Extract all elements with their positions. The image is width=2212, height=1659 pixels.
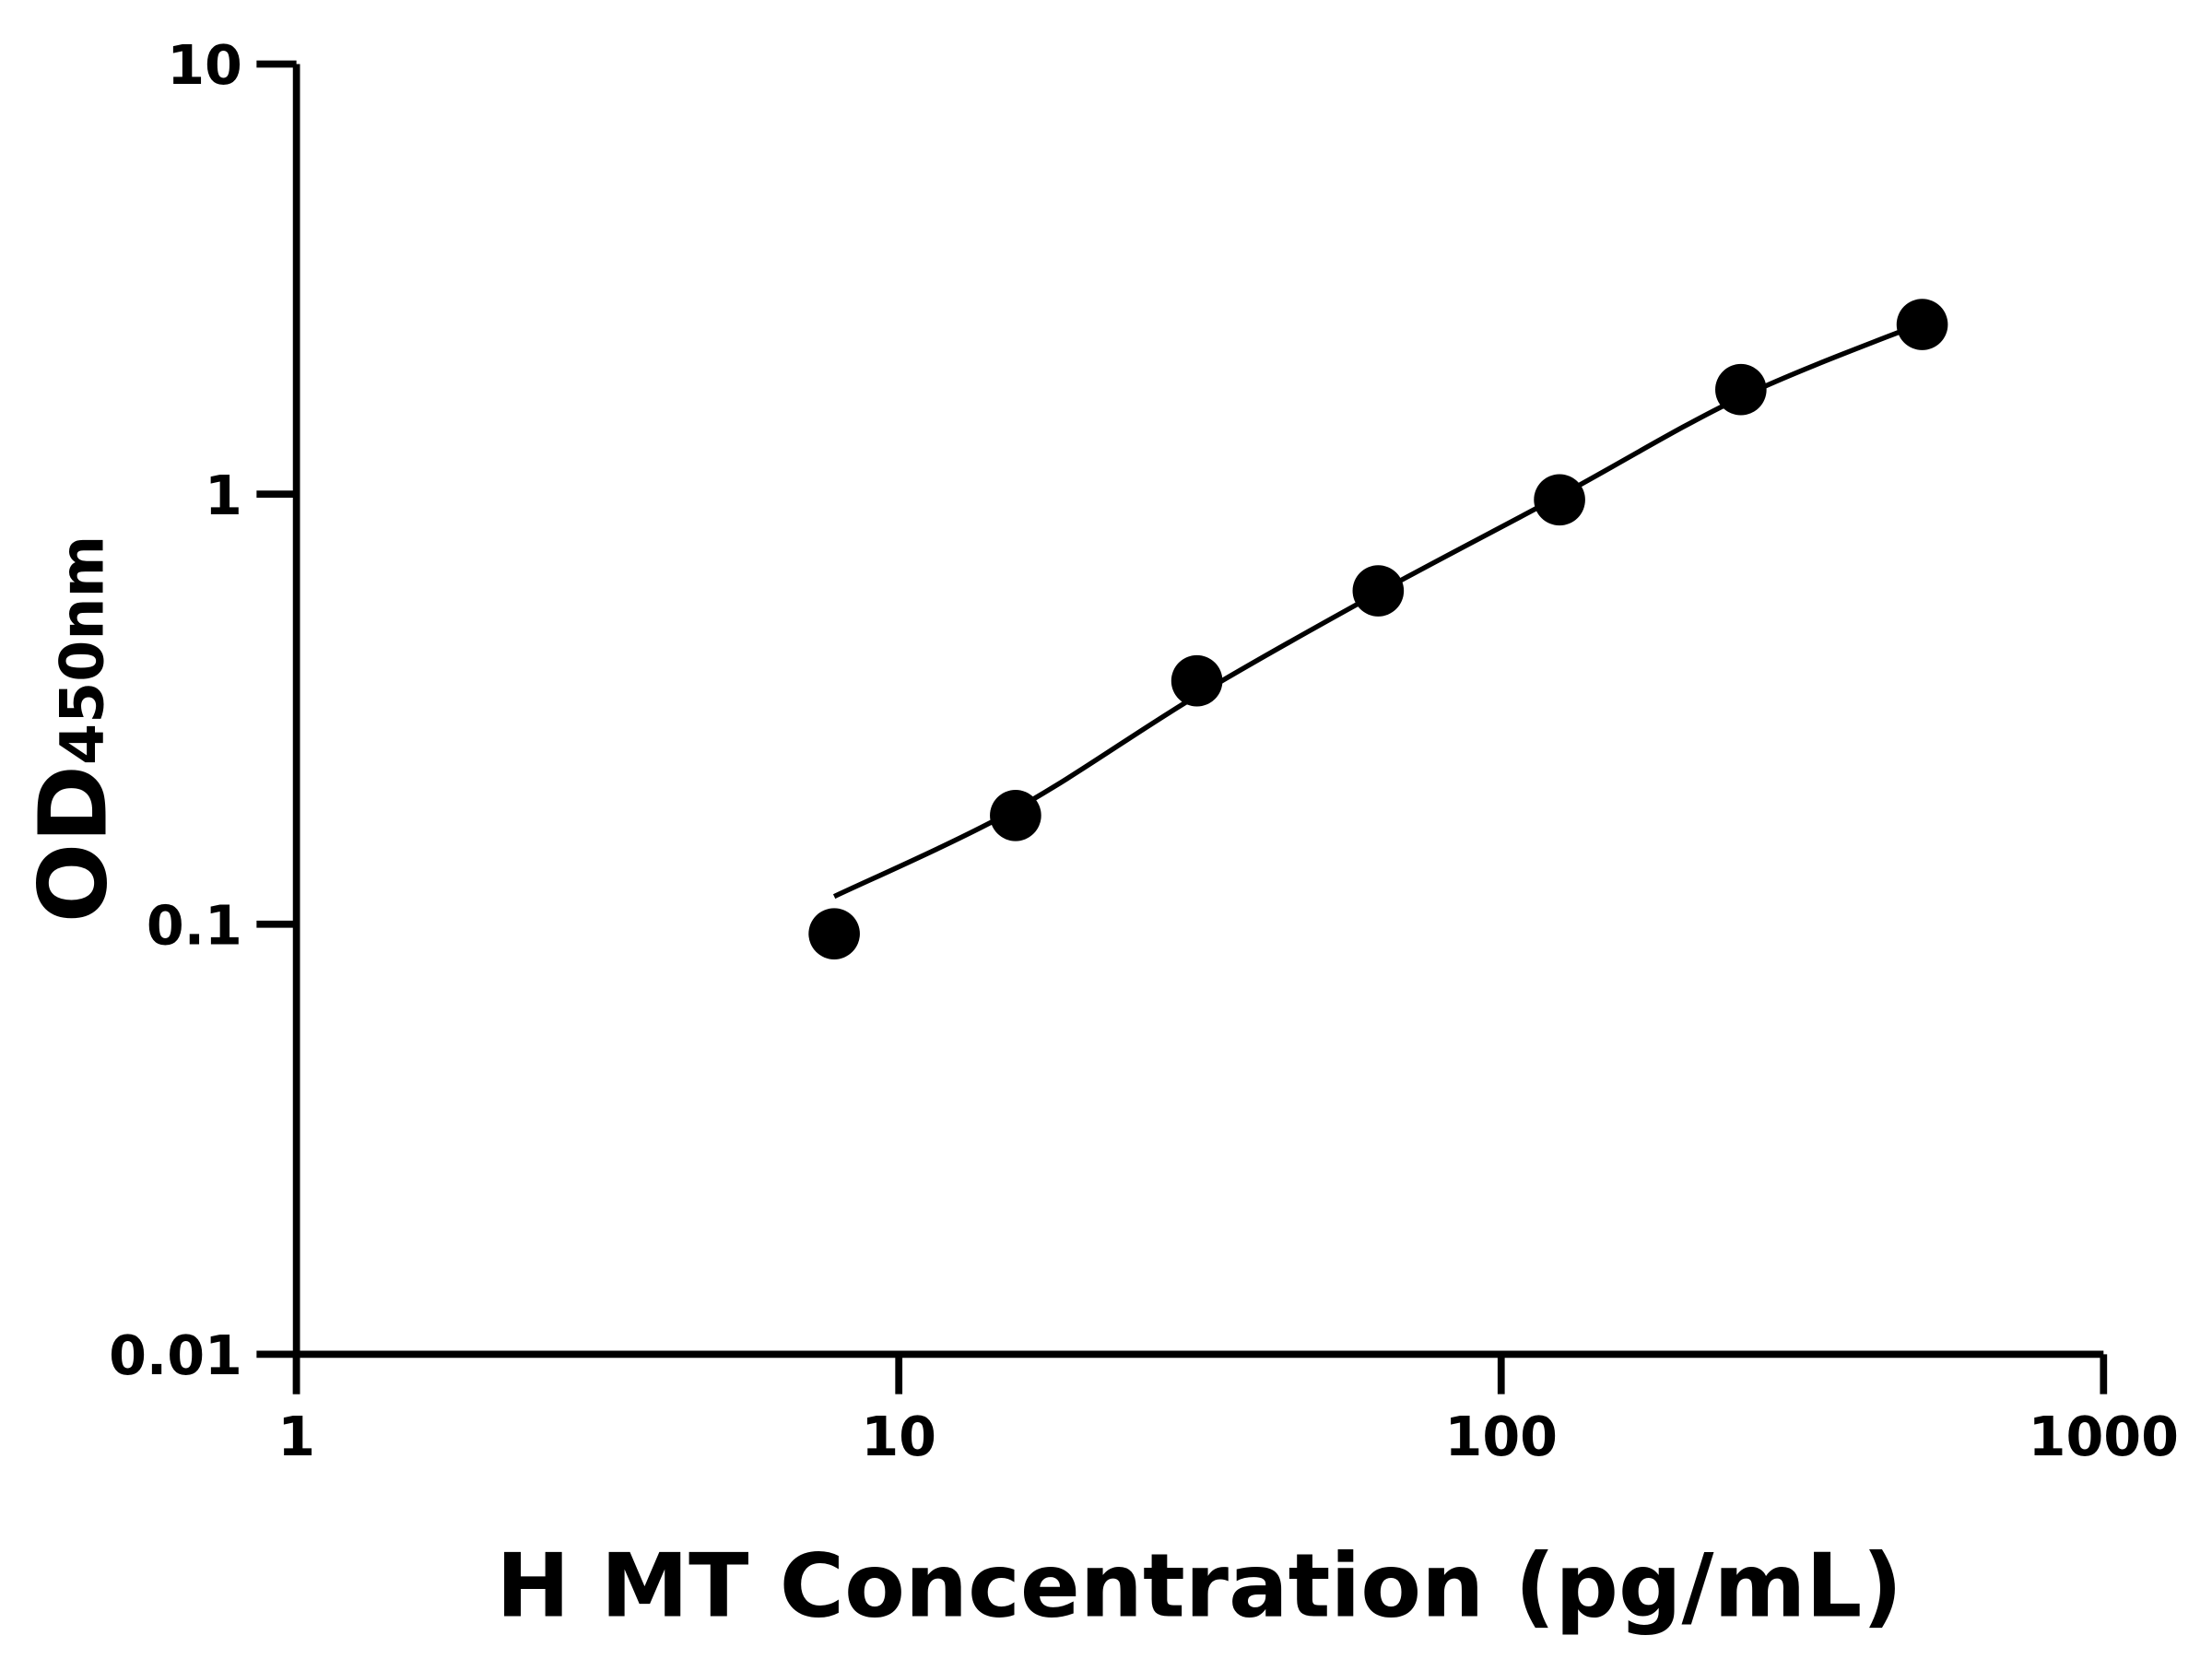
axes <box>256 60 2108 1394</box>
data-point <box>1534 474 1585 526</box>
x-axis-title: H MT Concentration (pg/mL) <box>496 1535 1902 1638</box>
y-tick-label: 0.1 <box>147 894 242 957</box>
data-point <box>1896 299 1948 350</box>
y-tick-label: 0.01 <box>109 1324 242 1387</box>
x-tick-label: 10 <box>861 1406 936 1468</box>
data-point <box>1352 565 1405 617</box>
tick-labels: 1 10 100 1000 0.01 0.1 1 10 <box>109 34 2179 1468</box>
data-point <box>1171 654 1223 707</box>
y-axis-title-main: OD <box>19 765 129 923</box>
y-tick-label: 10 <box>167 34 242 97</box>
x-tick-label: 1000 <box>2029 1406 2179 1468</box>
y-axis-title-subscript: 450nm <box>49 535 118 765</box>
x-tick-label: 100 <box>1444 1406 1558 1468</box>
svg-text:OD450nm: OD450nm <box>19 535 129 924</box>
data-points <box>808 299 1948 959</box>
y-axis-title: OD450nm <box>19 535 129 924</box>
data-point <box>808 908 860 959</box>
data-point <box>990 789 1041 841</box>
x-tick-label: 1 <box>277 1406 315 1468</box>
data-point <box>1715 363 1767 416</box>
y-tick-label: 1 <box>205 465 242 527</box>
